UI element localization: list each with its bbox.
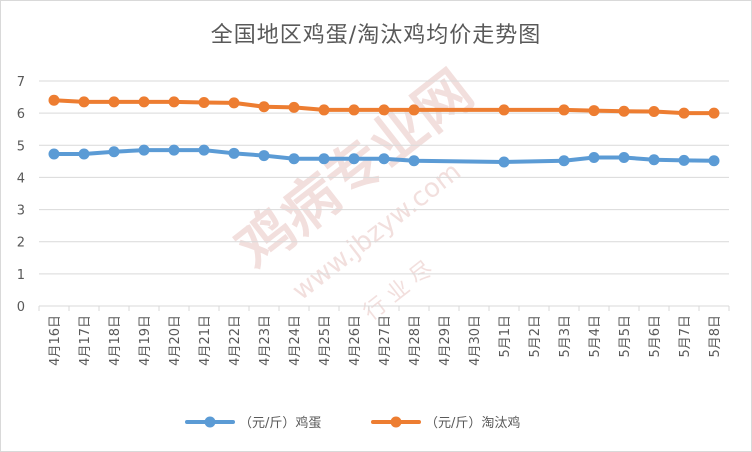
series-group bbox=[48, 94, 720, 168]
x-tick-label: 5月3日 bbox=[558, 315, 573, 358]
x-tick-label: 4月20日 bbox=[168, 315, 183, 366]
data-point-series-1 bbox=[408, 155, 420, 167]
watermark-sub: 行 业 尽 bbox=[359, 257, 437, 326]
gridlines bbox=[39, 80, 729, 307]
data-point-series-1 bbox=[708, 155, 720, 167]
data-point-series-1 bbox=[348, 153, 360, 165]
data-point-series-2 bbox=[588, 105, 600, 117]
x-tick-label: 5月8日 bbox=[708, 315, 723, 358]
data-point-series-1 bbox=[558, 155, 570, 167]
y-tick-label: 3 bbox=[17, 204, 25, 219]
data-point-series-2 bbox=[348, 104, 360, 116]
data-point-series-1 bbox=[498, 156, 510, 168]
x-tick-label: 4月16日 bbox=[48, 315, 63, 366]
x-tick-label: 4月18日 bbox=[108, 315, 123, 366]
y-tick-label: 4 bbox=[17, 171, 25, 186]
data-point-series-2 bbox=[108, 96, 120, 108]
x-tick-label: 4月25日 bbox=[318, 315, 333, 366]
legend-label: （元/斤）鸡蛋 bbox=[239, 415, 321, 431]
legend-swatch-marker bbox=[204, 416, 216, 428]
data-point-series-1 bbox=[378, 153, 390, 165]
y-tick-label: 6 bbox=[17, 107, 25, 122]
x-tick-label: 4月22日 bbox=[228, 315, 243, 366]
y-axis-ticks: 0 1 2 3 4 5 6 7 bbox=[17, 75, 25, 315]
chart-title: 全国地区鸡蛋/淘汰鸡均价走势图 bbox=[210, 23, 542, 48]
data-point-series-2 bbox=[408, 104, 420, 116]
watermark: 鸡病专业网 www.jbzyw.com 行 业 尽 bbox=[225, 58, 486, 325]
x-tick-label: 4月21日 bbox=[198, 315, 213, 366]
data-point-series-2 bbox=[258, 101, 270, 113]
data-point-series-2 bbox=[498, 104, 510, 116]
x-tick-label: 5月2日 bbox=[528, 315, 543, 358]
data-point-series-1 bbox=[288, 153, 300, 165]
x-tick-label: 5月6日 bbox=[648, 315, 663, 358]
x-tick-label: 5月1日 bbox=[498, 315, 513, 358]
data-point-series-2 bbox=[708, 107, 720, 119]
data-point-series-1 bbox=[198, 144, 210, 156]
data-point-series-1 bbox=[678, 154, 690, 166]
x-tick-label: 4月29日 bbox=[438, 315, 453, 366]
x-tick-label: 4月23日 bbox=[258, 315, 273, 366]
x-tick-label: 4月17日 bbox=[78, 315, 93, 366]
legend-label: （元/斤）淘汰鸡 bbox=[425, 415, 520, 431]
data-point-series-2 bbox=[288, 101, 300, 113]
x-tick-label: 4月24日 bbox=[288, 315, 303, 366]
data-point-series-2 bbox=[198, 97, 210, 109]
data-point-series-2 bbox=[318, 104, 330, 116]
x-tick-label: 4月27日 bbox=[378, 315, 393, 366]
data-point-series-2 bbox=[228, 97, 240, 109]
data-point-series-1 bbox=[138, 144, 150, 156]
legend-swatch-marker bbox=[390, 416, 402, 428]
data-point-series-2 bbox=[648, 106, 660, 118]
data-point-series-2 bbox=[138, 96, 150, 108]
legend: （元/斤）鸡蛋 （元/斤）淘汰鸡 bbox=[185, 415, 520, 431]
x-tick-label: 5月5日 bbox=[618, 315, 633, 358]
x-axis-ticks: 4月16日 4月17日 4月18日 4月19日 4月20日 4月21日 4月22日 4月23日… bbox=[38, 306, 730, 366]
data-point-series-1 bbox=[48, 148, 60, 160]
data-point-series-1 bbox=[588, 152, 600, 163]
data-point-series-2 bbox=[48, 94, 60, 106]
data-point-series-1 bbox=[618, 152, 630, 163]
data-point-series-1 bbox=[318, 153, 330, 165]
data-point-series-2 bbox=[168, 96, 180, 108]
data-point-series-1 bbox=[258, 150, 270, 162]
data-point-series-1 bbox=[228, 147, 240, 159]
x-tick-label: 5月7日 bbox=[678, 315, 693, 358]
x-tick-label: 4月26日 bbox=[348, 315, 363, 366]
data-point-series-1 bbox=[78, 148, 90, 160]
x-tick-label: 4月30日 bbox=[468, 315, 483, 366]
y-tick-label: 2 bbox=[17, 236, 25, 251]
y-tick-label: 1 bbox=[17, 268, 25, 283]
y-tick-label: 0 bbox=[17, 300, 25, 315]
x-tick-label: 5月4日 bbox=[588, 315, 603, 358]
data-point-series-2 bbox=[378, 104, 390, 116]
data-point-series-2 bbox=[78, 96, 90, 108]
data-point-series-2 bbox=[678, 107, 690, 119]
x-tick-label: 4月19日 bbox=[138, 315, 153, 366]
data-point-series-1 bbox=[168, 144, 180, 156]
x-tick-label: 4月28日 bbox=[408, 315, 423, 366]
data-point-series-2 bbox=[558, 104, 570, 116]
data-point-series-1 bbox=[648, 154, 660, 166]
data-point-series-2 bbox=[618, 105, 630, 117]
y-tick-label: 7 bbox=[17, 75, 25, 90]
data-point-series-1 bbox=[108, 146, 120, 158]
y-tick-label: 5 bbox=[17, 139, 25, 154]
